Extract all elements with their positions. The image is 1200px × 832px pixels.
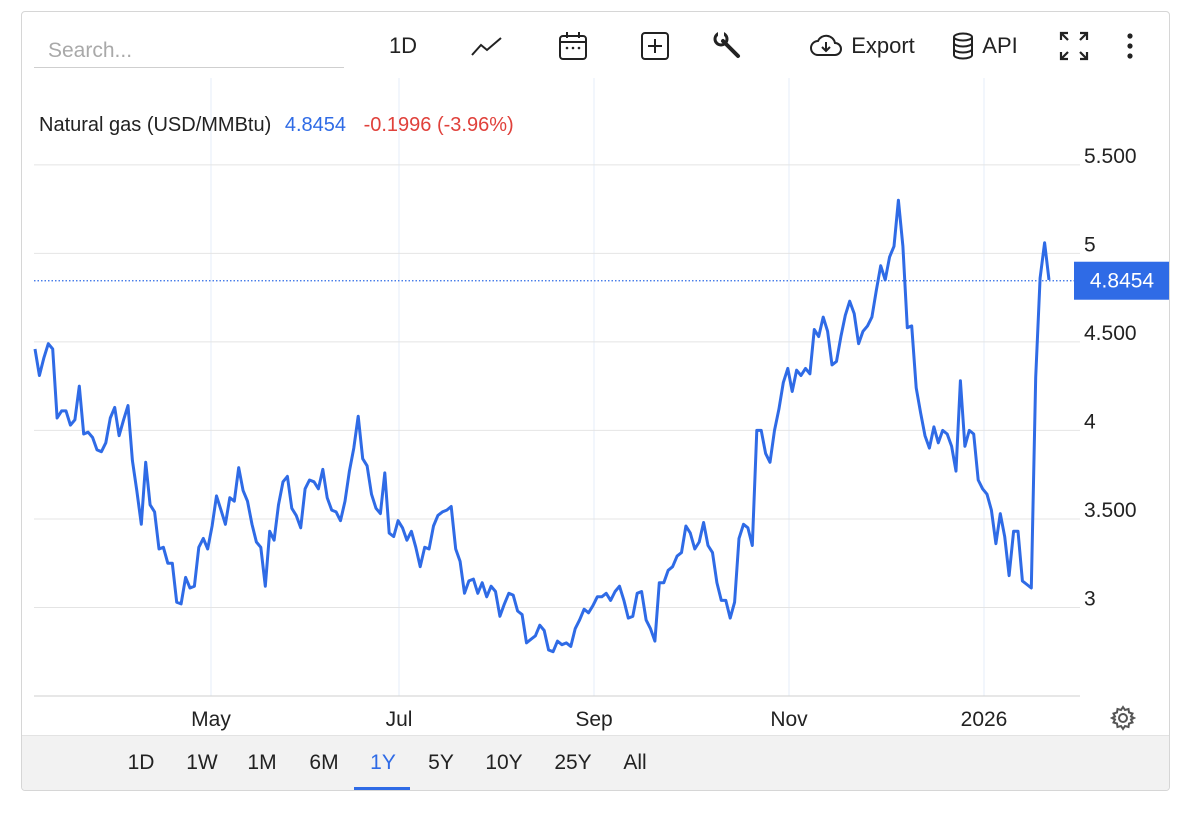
last-price-label: 4.8454 [1090,270,1155,293]
y-tick-label: 5.500 [1084,145,1137,168]
last-price-badge: 4.8454 [1074,261,1169,300]
y-tick-label: 5 [1084,233,1096,256]
cloud-download-icon [810,34,843,56]
y-tick-label: 4.500 [1084,322,1137,345]
range-button-5y[interactable]: 5Y [428,751,454,774]
interval-label: 1D [388,33,418,58]
database-icon [953,32,974,60]
calendar-icon [559,32,587,60]
line-chart-icon [471,37,502,56]
export-label: Export [851,33,915,58]
range-button-1m[interactable]: 1M [247,751,277,774]
export-button[interactable]: Export [806,26,918,66]
calendar-button[interactable] [555,26,591,66]
toolbar: 1D [22,12,1169,78]
price-series-line [33,198,1051,654]
range-button-1d[interactable]: 1D [127,751,155,774]
range-button-6m[interactable]: 6M [309,751,339,774]
fullscreen-icon [1059,31,1089,61]
x-tick-label: Jul [386,708,413,731]
api-button[interactable]: API [948,26,1022,66]
y-tick-label: 3 [1084,587,1096,610]
chart-widget: 1D [21,11,1170,791]
plus-square-icon [641,32,669,60]
more-vertical-icon [1127,33,1133,59]
header-change: -0.1996 (-3.96%) [364,114,514,136]
price-chart[interactable]: 3 3.500 4 4.500 5 5.500 May Jul Sep Nov 2026 4.84… [22,12,1169,736]
y-tick-label: 4 [1084,410,1096,433]
range-button-10y[interactable]: 10Y [485,751,523,774]
fullscreen-button[interactable] [1056,26,1092,66]
search-input[interactable] [34,34,344,68]
x-tick-label: Sep [575,708,612,731]
indicators-button[interactable] [710,26,746,66]
chart-type-button[interactable] [467,26,507,66]
x-tick-label: 2026 [961,708,1008,731]
range-button-all[interactable]: All [623,751,647,774]
api-label: API [982,33,1018,58]
active-range-underline [354,787,410,790]
range-button-1y[interactable]: 1Y [370,751,396,774]
chart-header: Natural gas (USD/MMBtu) 4.8454 -0.1996 (… [39,114,514,136]
x-tick-label: May [191,708,231,731]
range-button-1w[interactable]: 1W [186,751,218,774]
compare-button[interactable] [637,26,673,66]
range-selector: 1D 1W 1M 6M 1Y 5Y 10Y 25Y All [22,735,1169,790]
gear-icon[interactable] [1110,705,1136,731]
y-tick-label: 3.500 [1084,499,1137,522]
interval-button[interactable]: 1D [380,26,426,66]
header-price: 4.8454 [285,114,346,136]
wrench-icon [713,31,740,58]
more-button[interactable] [1116,26,1144,66]
instrument-name: Natural gas (USD/MMBtu) [39,114,271,136]
range-button-25y[interactable]: 25Y [554,751,592,774]
x-tick-label: Nov [770,708,808,731]
